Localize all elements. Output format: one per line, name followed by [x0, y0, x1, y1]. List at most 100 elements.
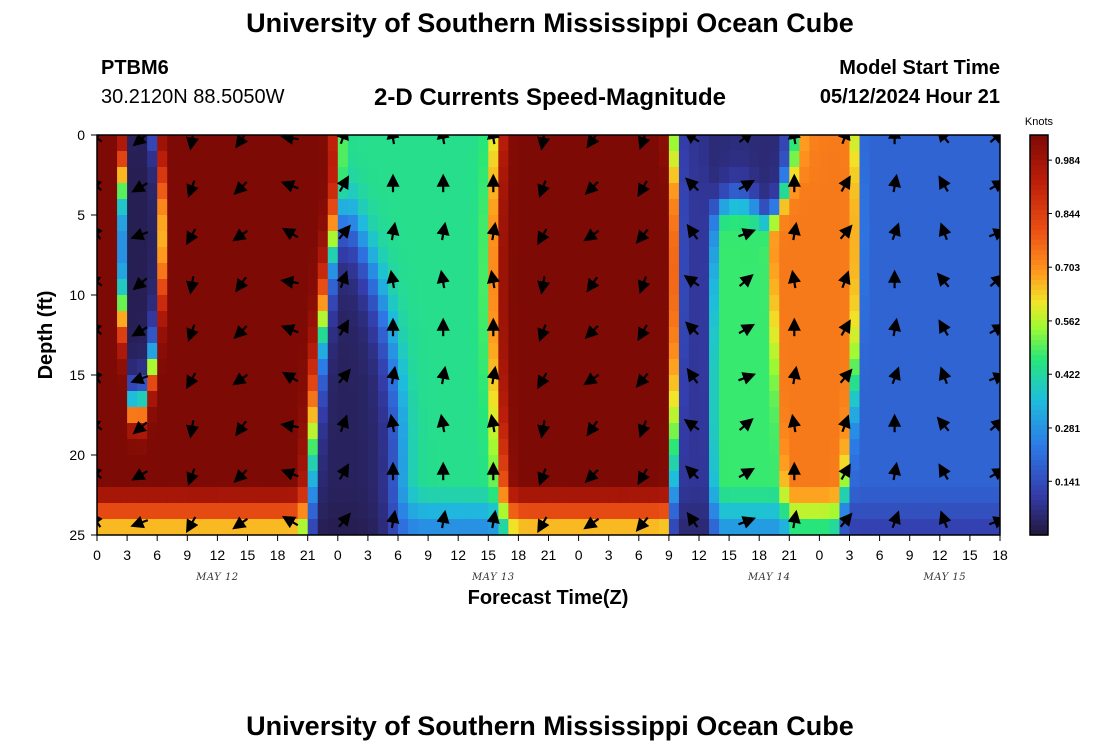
heatmap-cell: [137, 167, 148, 184]
heatmap-cell: [719, 199, 730, 216]
heatmap-cell: [739, 439, 750, 456]
heatmap-cell: [869, 327, 881, 344]
heatmap-cell: [207, 471, 218, 488]
current-arrow: [738, 467, 756, 481]
current-arrow: [132, 420, 148, 435]
current-arrow: [185, 135, 199, 151]
heatmap-cell: [538, 263, 550, 280]
heatmap-cell: [408, 343, 419, 360]
heatmap-cell: [207, 343, 218, 360]
heatmap-cell: [398, 471, 409, 488]
heatmap-cell: [899, 407, 911, 424]
heatmap-cell: [879, 423, 891, 440]
heatmap-cell: [628, 327, 640, 344]
heatmap-cell: [337, 311, 349, 328]
heatmap-cell: [327, 167, 339, 184]
heatmap-cell: [829, 423, 841, 440]
current-arrow: [336, 319, 350, 336]
heatmap-cell: [678, 151, 690, 168]
heatmap-cell: [739, 343, 750, 360]
heatmap-cell: [377, 183, 389, 200]
heatmap-cell: [157, 375, 168, 392]
heatmap-cell: [548, 247, 560, 264]
heatmap-cell: [959, 471, 971, 488]
heatmap-cell: [367, 247, 379, 264]
heatmap-cell: [97, 167, 108, 184]
heatmap-cell: [869, 439, 881, 456]
heatmap-cell: [608, 407, 620, 424]
heatmap-cell: [809, 359, 820, 376]
heatmap-cell: [568, 199, 580, 216]
colorbar-segment: [1030, 135, 1048, 141]
heatmap-cell: [729, 199, 740, 216]
heatmap-cell: [97, 359, 108, 376]
heatmap-cell: [739, 167, 750, 184]
current-arrow: [336, 463, 350, 480]
heatmap-cell: [909, 375, 921, 392]
heatmap-cell: [127, 199, 138, 216]
heatmap-cell: [719, 471, 730, 488]
heatmap-cell: [979, 263, 991, 280]
heatmap-cell: [849, 359, 861, 376]
current-arrow: [280, 180, 299, 193]
heatmap-cell: [257, 375, 269, 392]
heatmap-cell: [337, 247, 349, 264]
heatmap-cell: [217, 375, 229, 392]
heatmap-cell: [428, 519, 439, 535]
heatmap-cell: [518, 183, 530, 200]
heatmap-cell: [668, 455, 680, 472]
heatmap-cell: [127, 183, 138, 200]
heatmap-cell: [347, 247, 359, 264]
heatmap-cell: [829, 407, 841, 424]
heatmap-cell: [719, 407, 730, 424]
heatmap-cell: [869, 455, 881, 472]
heatmap-cell: [197, 423, 208, 440]
colorbar-segment: [1030, 250, 1048, 256]
heatmap-cell: [618, 183, 630, 200]
heatmap-cell: [688, 407, 700, 424]
heatmap-cell: [658, 471, 670, 488]
heatmap-cell: [337, 167, 349, 184]
current-arrow: [989, 418, 1000, 432]
heatmap-cell: [799, 215, 810, 232]
heatmap-cell: [237, 151, 249, 168]
heatmap-cell: [939, 263, 951, 280]
heatmap-cell: [207, 359, 218, 376]
heatmap-cell: [929, 247, 941, 264]
heatmap-cell: [197, 327, 208, 344]
heatmap-cell: [578, 215, 590, 232]
heatmap-cell: [588, 167, 600, 184]
current-arrow: [938, 510, 952, 529]
heatmap-cell: [608, 279, 620, 296]
heatmap-cell: [317, 423, 329, 440]
heatmap-cell: [558, 391, 570, 408]
heatmap-cell: [608, 439, 620, 456]
heatmap-cell: [688, 487, 700, 504]
heatmap-cell: [709, 151, 720, 168]
heatmap-cell: [408, 391, 419, 408]
heatmap-cell: [337, 151, 349, 168]
heatmap-cell: [729, 391, 740, 408]
heatmap-cell: [377, 247, 389, 264]
heatmap-cell: [949, 519, 961, 535]
heatmap-cell: [97, 455, 108, 472]
current-arrow: [685, 321, 700, 336]
x-tick-label: 9: [424, 547, 432, 563]
heatmap-cell: [347, 311, 359, 328]
heatmap-cell: [127, 471, 138, 488]
heatmap-cell: [448, 183, 459, 200]
heatmap-cell: [969, 263, 981, 280]
heatmap-cell: [648, 487, 660, 504]
heatmap-cell: [147, 487, 158, 504]
heatmap-cell: [638, 439, 650, 456]
heatmap-cell: [859, 487, 871, 504]
colorbar-segment: [1030, 400, 1048, 406]
colorbar-segment: [1030, 430, 1048, 436]
heatmap-cell: [668, 231, 680, 248]
heatmap-cell: [839, 215, 851, 232]
heatmap-cell: [658, 343, 670, 360]
heatmap-cell: [648, 247, 660, 264]
current-arrow: [386, 365, 400, 385]
heatmap-cell: [428, 311, 439, 328]
colorbar-tick-label: 0.422: [1055, 370, 1080, 381]
